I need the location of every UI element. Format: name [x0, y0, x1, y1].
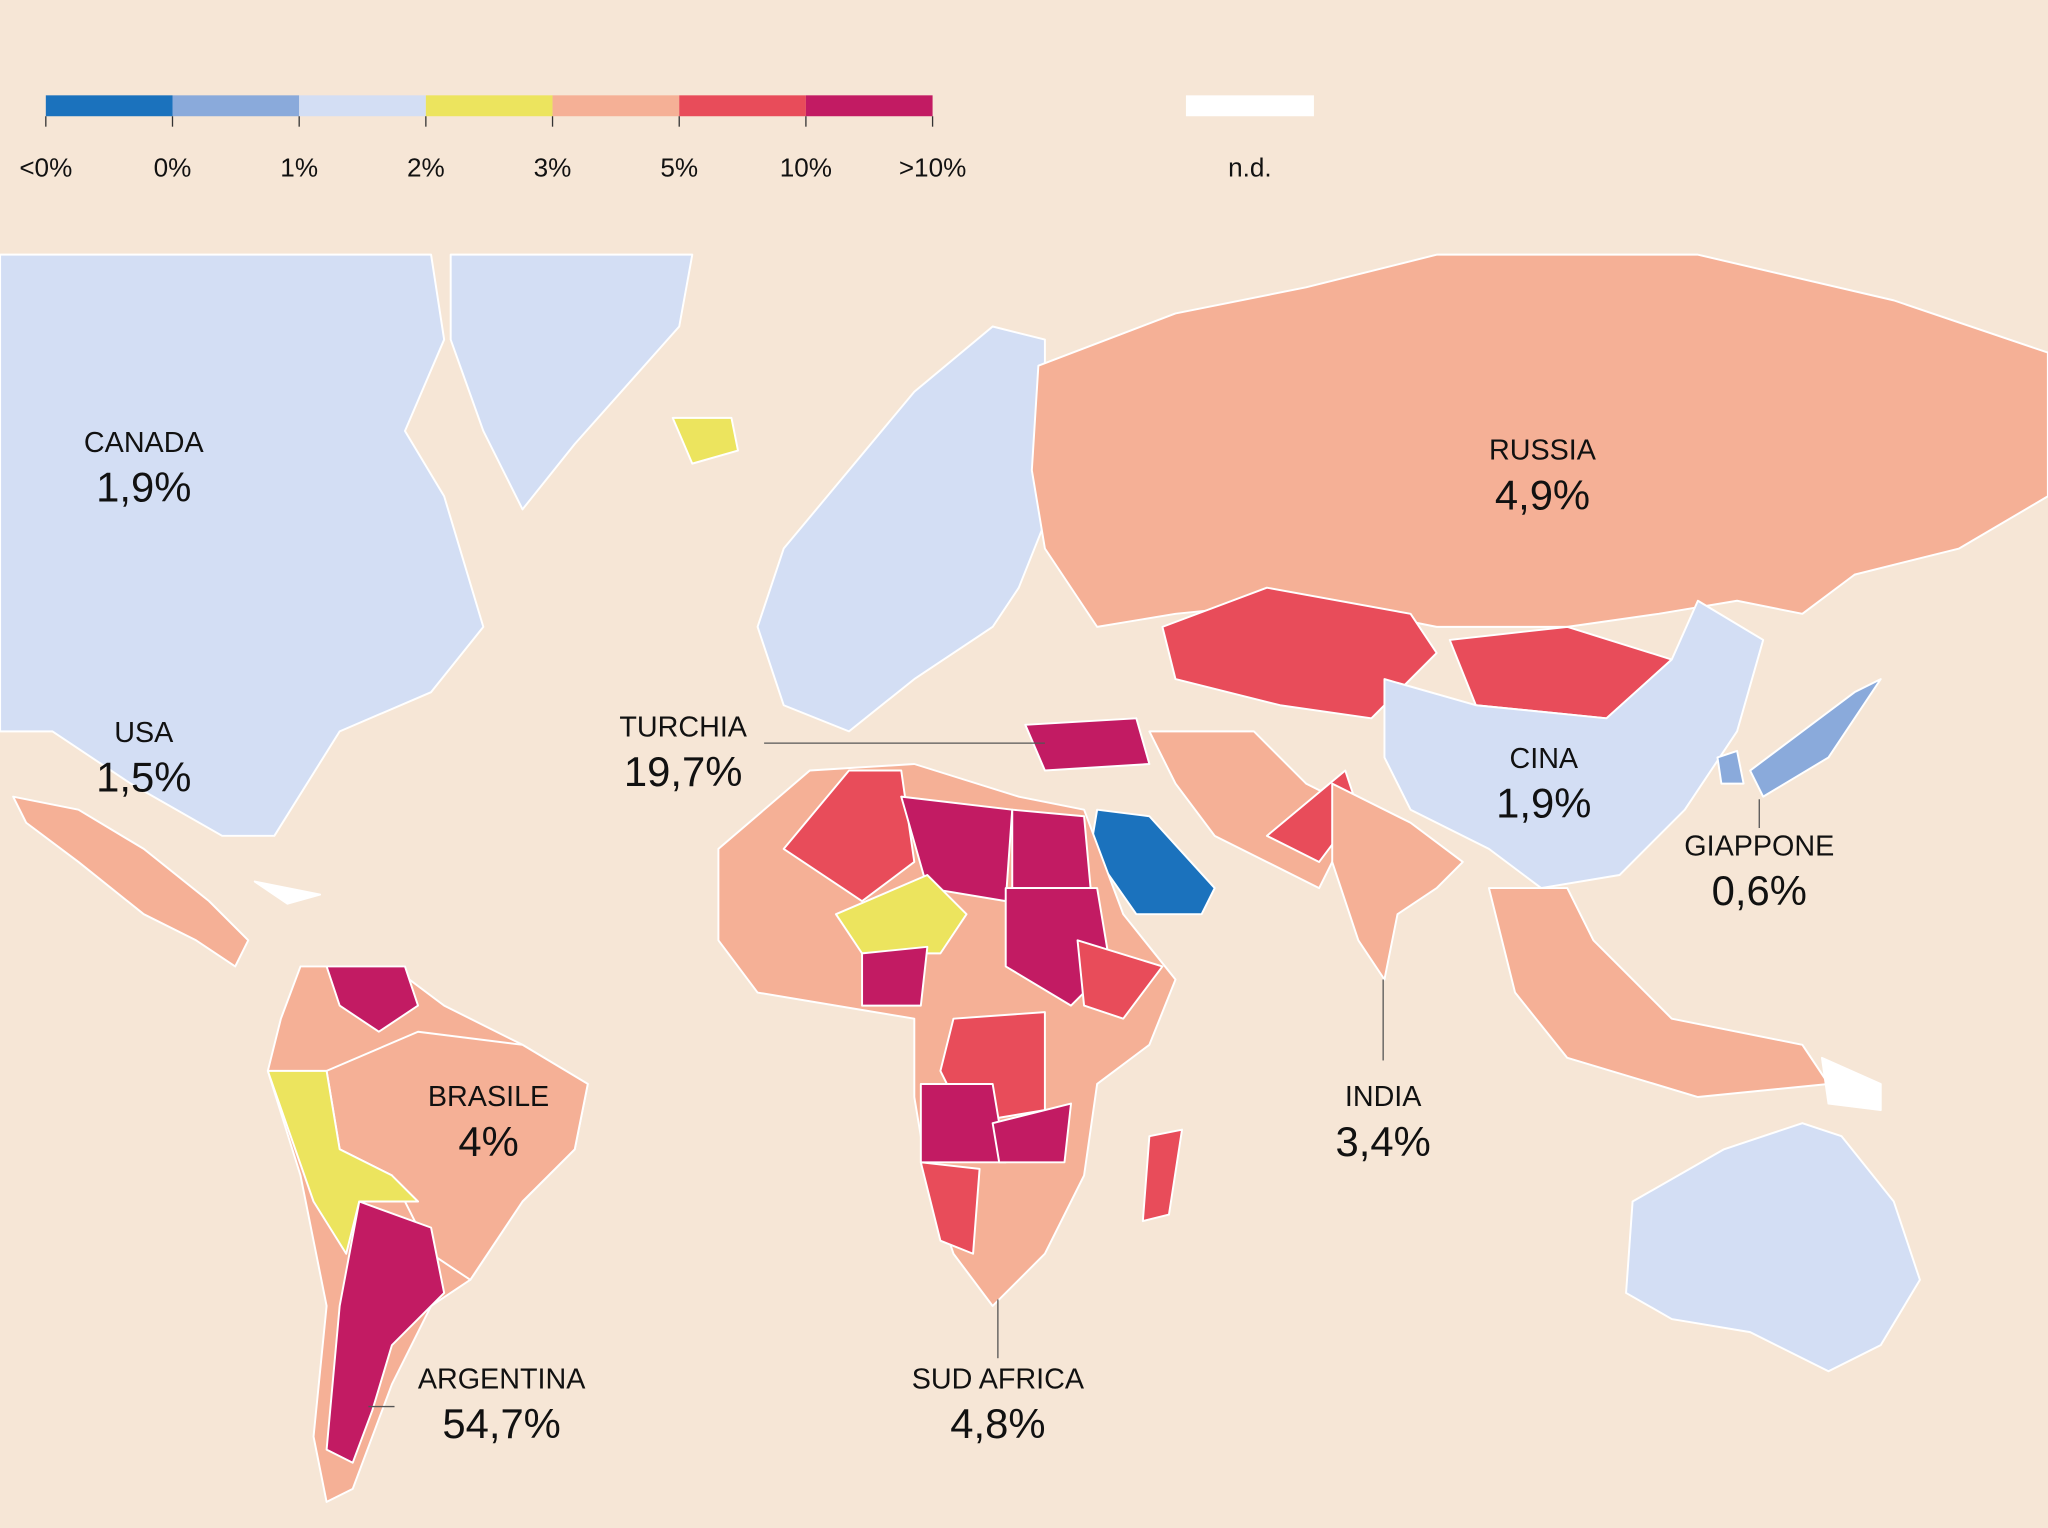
china [1383, 599, 1765, 890]
turkey [1024, 717, 1151, 772]
country-value: 3,4% [1336, 1118, 1431, 1165]
legend-swatch [552, 95, 680, 117]
legend-label: 0% [154, 152, 192, 182]
nigeria [861, 945, 929, 1007]
ethiopia [1076, 939, 1164, 1020]
country-name: CINA [1509, 743, 1578, 775]
country-value: 1,9% [96, 463, 191, 510]
country-name: BRASILE [428, 1081, 549, 1113]
legend-label: 3% [534, 152, 572, 182]
legend-swatch [299, 95, 426, 117]
peru-bolivia [266, 1069, 420, 1255]
legend-swatch [172, 95, 300, 117]
country-name: RUSSIA [1489, 435, 1597, 467]
country-value: 4,8% [950, 1400, 1045, 1447]
legend-swatch [679, 95, 806, 117]
papua [1820, 1056, 1882, 1112]
legend-label: 2% [407, 152, 445, 182]
argentina [325, 1200, 446, 1464]
madagascar [1141, 1128, 1184, 1223]
greenland [449, 253, 694, 511]
legend-label: 10% [780, 152, 832, 182]
country-labels: CANADA 1,9% USA 1,5% TURCHIA 19,7% RUSSIA 4,9% C… [84, 427, 1834, 1447]
egypt [1011, 808, 1092, 890]
europe [756, 325, 1046, 733]
leader-lines [368, 742, 1760, 1408]
legend-swatch [45, 95, 173, 117]
korea [1716, 749, 1745, 785]
country-name: SUD AFRICA [912, 1363, 1085, 1395]
country-name: GIAPPONE [1684, 830, 1834, 862]
country-value: 1,5% [96, 753, 191, 800]
country-name: INDIA [1345, 1081, 1422, 1113]
country-name: CANADA [84, 427, 205, 459]
legend-nd-label: n.d. [1228, 152, 1272, 182]
country-value: 0,6% [1712, 867, 1807, 914]
countries [0, 253, 2048, 1503]
country-value: 1,9% [1496, 780, 1591, 827]
country-name: ARGENTINA [418, 1363, 586, 1395]
zambia [991, 1102, 1072, 1164]
india [1331, 782, 1464, 981]
legend-swatch [425, 95, 553, 117]
country-name: USA [114, 717, 174, 749]
country-value: 19,7% [624, 748, 742, 795]
russia [1030, 253, 2048, 628]
legend-swatch [805, 95, 933, 117]
country-value: 4,9% [1495, 471, 1590, 518]
legend-label: <0% [19, 152, 72, 182]
cuba [253, 880, 322, 905]
iceland [671, 416, 739, 465]
mexico [12, 795, 250, 968]
country-value: 54,7% [442, 1400, 560, 1447]
legend-nd-swatch [1185, 95, 1314, 117]
legend-label: 5% [660, 152, 698, 182]
japan [1749, 678, 1882, 798]
legend-label: 1% [280, 152, 318, 182]
legend: <0% 0% 1% 2% 3% 5% 10% >10% n.d. [19, 95, 1314, 182]
country-value: 4% [458, 1118, 518, 1165]
country-name: TURCHIA [619, 712, 747, 744]
namibia [919, 1161, 981, 1255]
venezuela [325, 965, 420, 1033]
southeast-asia [1487, 887, 1830, 1099]
north-america [0, 253, 485, 837]
australia [1625, 1122, 1921, 1373]
niger [834, 874, 968, 955]
legend-label: >10% [899, 152, 967, 182]
